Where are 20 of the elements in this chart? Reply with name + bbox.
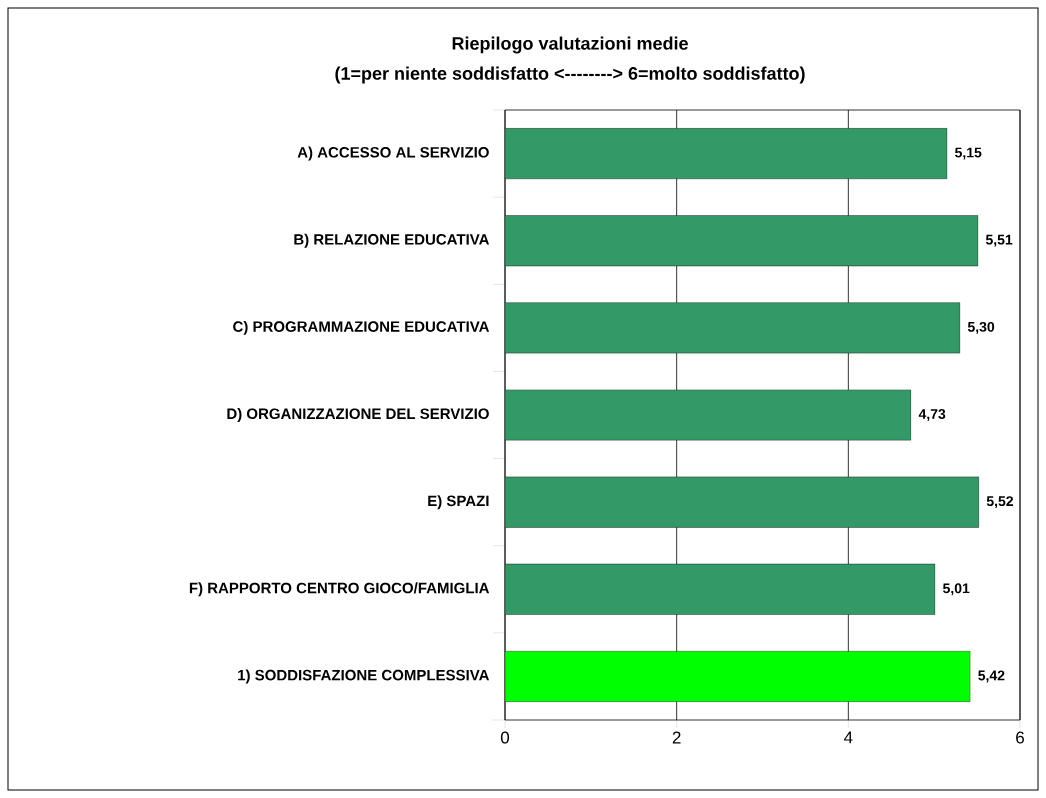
y-tick-label: E) SPAZI xyxy=(428,495,489,510)
data-label: 4,73 xyxy=(918,409,946,421)
data-label: 5,52 xyxy=(986,496,1014,509)
y-tick-label: F) RAPPORTO CENTRO GIOCO/FAMIGLIA xyxy=(189,582,490,597)
x-tick-label: 6 xyxy=(1016,731,1024,744)
y-tick-label: B) RELAZIONE EDUCATIVA xyxy=(294,233,490,248)
y-tick-label: A) ACCESSO AL SERVIZIO xyxy=(297,146,489,161)
data-label: 5,30 xyxy=(967,321,995,334)
chart-subtitle: (1=per niente soddisfatto <--------> 6=molto soddisfatto) xyxy=(335,66,805,84)
x-tick-label: 4 xyxy=(844,731,853,744)
data-label: 5,51 xyxy=(985,234,1013,247)
y-tick-label: D) ORGANIZZAZIONE DEL SERVIZIO xyxy=(227,408,489,422)
chart-title: Riepilogo valutazioni medie xyxy=(452,36,688,54)
y-tick-label: C) PROGRAMMAZIONE EDUCATIVA xyxy=(233,320,490,335)
data-label: 5,42 xyxy=(978,670,1005,683)
y-tick-label: 1) SODDISFAZIONE COMPLESSIVA xyxy=(238,669,490,684)
x-tick-label: 2 xyxy=(672,731,681,744)
data-label: 5,01 xyxy=(942,583,970,596)
data-label: 5,15 xyxy=(955,147,982,160)
x-tick-label: 0 xyxy=(500,731,510,744)
